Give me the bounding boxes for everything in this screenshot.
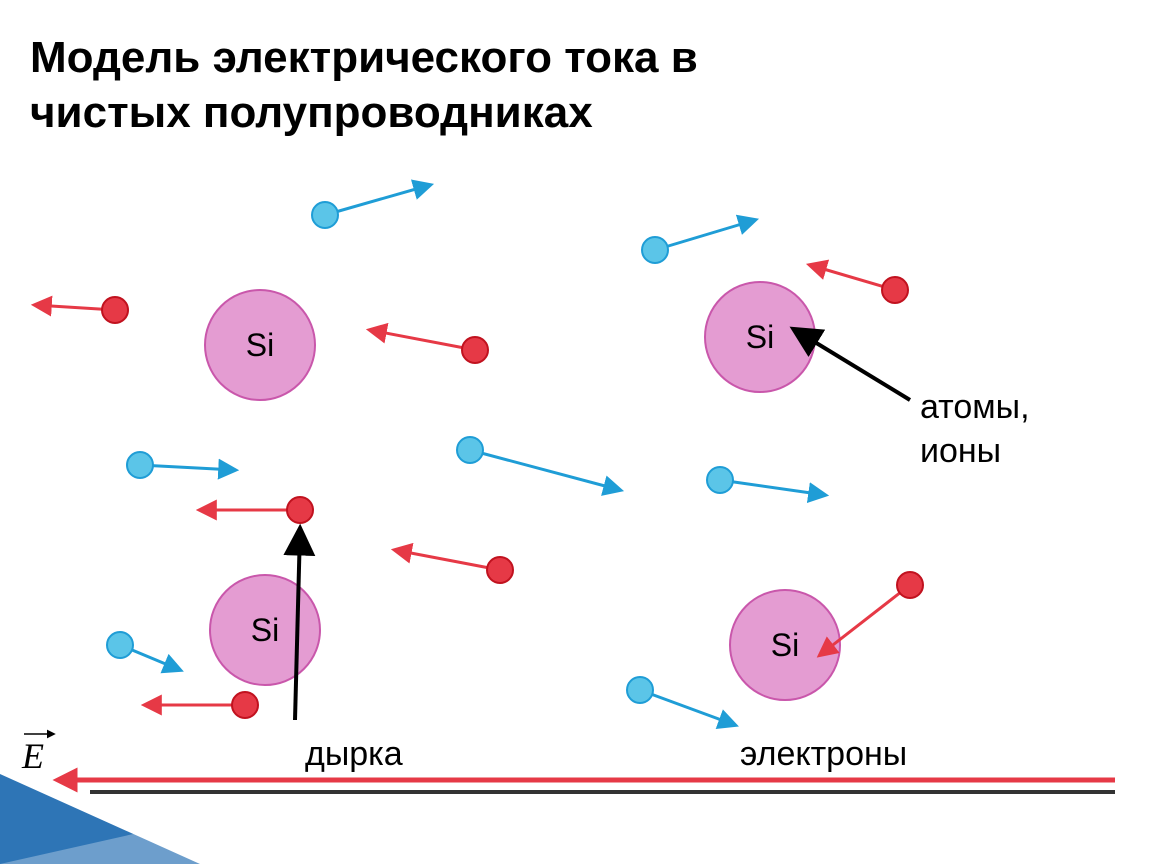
hole-arrow	[395, 550, 500, 570]
label-atoms-ions-line1: атомы,	[920, 388, 1030, 426]
hole-particle	[232, 692, 258, 718]
electron-particle	[642, 237, 668, 263]
hole-particle	[102, 297, 128, 323]
label-hole: дырка	[305, 735, 403, 774]
electron-particle	[457, 437, 483, 463]
electron-arrow	[140, 465, 235, 470]
field-group	[60, 780, 1115, 792]
electron-arrow	[470, 450, 620, 490]
label-atoms-ions-line2: ионы	[920, 432, 1001, 470]
e-field-symbol: E	[22, 735, 44, 777]
pointer-arrow	[295, 530, 300, 720]
atom-label: Si	[246, 327, 274, 363]
electron-arrow	[325, 185, 430, 215]
hole-particle	[882, 277, 908, 303]
hole-arrow	[370, 330, 475, 350]
hole-particle	[287, 497, 313, 523]
electron-arrow	[720, 480, 825, 495]
electron-arrow	[640, 690, 735, 725]
electron-particle	[107, 632, 133, 658]
hole-particle	[487, 557, 513, 583]
electron-particle	[127, 452, 153, 478]
electron-particle	[707, 467, 733, 493]
label-electrons: электроны	[740, 735, 907, 774]
hole-particle	[462, 337, 488, 363]
corner-decoration	[0, 774, 200, 864]
atom-label: Si	[771, 627, 799, 663]
atoms-group: Si Si Si Si	[205, 282, 840, 700]
hole-particle	[897, 572, 923, 598]
atom-label: Si	[251, 612, 279, 648]
atom-label: Si	[746, 319, 774, 355]
label-atoms-ions: атомы, ионы	[920, 385, 1030, 473]
pointer-arrow	[795, 330, 910, 400]
electron-particle	[312, 202, 338, 228]
electron-arrow	[655, 220, 755, 250]
electron-particle	[627, 677, 653, 703]
